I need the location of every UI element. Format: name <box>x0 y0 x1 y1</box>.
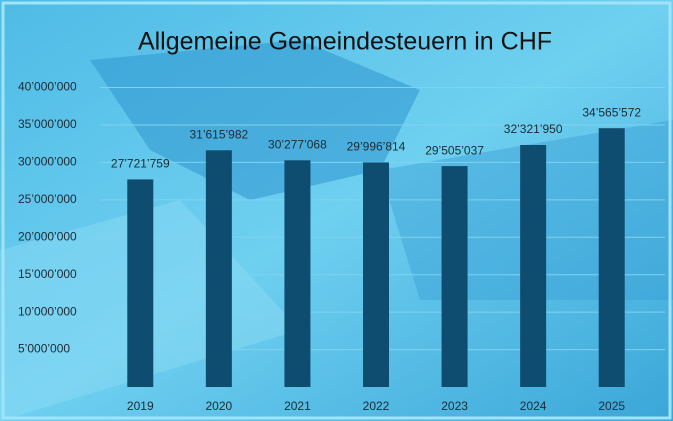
y-tick-label: 35’000’000 <box>18 117 77 131</box>
bar <box>284 160 311 387</box>
data-label: 29’505’037 <box>425 143 484 157</box>
y-tick-label: 5’000’000 <box>18 342 70 356</box>
data-label: 32’321’950 <box>504 122 563 136</box>
x-tick-label: 2020 <box>206 399 233 413</box>
chart-title: Allgemeine Gemeindesteuern in CHF <box>138 28 552 56</box>
bar <box>598 128 625 387</box>
background-shape <box>90 40 420 200</box>
y-tick-label: 20’000’000 <box>18 229 77 243</box>
data-label: 30’277’068 <box>268 137 327 151</box>
y-tick-label: 30’000’000 <box>18 155 77 169</box>
bar <box>441 166 468 387</box>
bar <box>520 144 547 387</box>
data-label: 31’615’982 <box>189 127 248 141</box>
x-tick-label: 2024 <box>520 399 547 413</box>
bar <box>127 179 154 387</box>
y-tick-label: 40’000’000 <box>18 80 77 94</box>
x-tick-label: 2019 <box>127 399 154 413</box>
bar <box>205 150 232 387</box>
y-tick-label: 15’000’000 <box>18 267 77 281</box>
y-tick-label: 10’000’000 <box>18 304 77 318</box>
x-tick-label: 2025 <box>598 399 625 413</box>
x-tick-label: 2021 <box>284 399 311 413</box>
data-label: 34’565’572 <box>582 105 641 119</box>
bar <box>363 162 389 387</box>
data-label: 29’996’814 <box>347 140 406 154</box>
data-label: 27’721’759 <box>111 157 170 171</box>
y-tick-label: 25’000’000 <box>18 192 77 206</box>
x-tick-label: 2022 <box>363 399 390 413</box>
x-tick-label: 2023 <box>441 399 468 413</box>
